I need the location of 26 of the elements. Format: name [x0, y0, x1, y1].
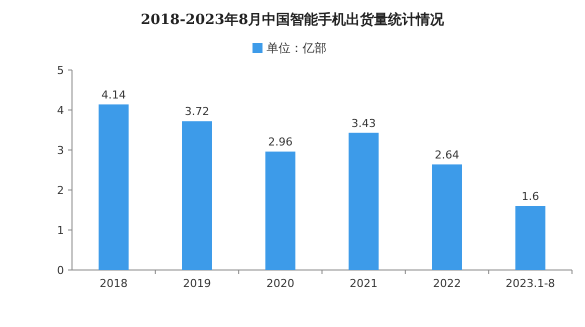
data-label: 2.64	[434, 148, 460, 162]
bar	[98, 104, 129, 270]
chart-title: 2018-2023年8月中国智能手机出货量统计情况	[140, 11, 446, 28]
y-tick-label: 4	[57, 104, 64, 117]
y-tick-label: 2	[57, 184, 64, 197]
x-tick-label: 2022	[433, 277, 461, 290]
data-label: 1.6	[522, 190, 540, 203]
data-label: 2.96	[268, 136, 293, 149]
y-tick-label: 3	[57, 144, 64, 157]
x-tick-label: 2020	[266, 277, 294, 290]
y-tick-label: 1	[57, 224, 64, 237]
data-label: 4.14	[101, 88, 126, 102]
bar	[182, 121, 212, 270]
data-label: 3.72	[184, 105, 210, 118]
y-tick-label: 5	[57, 64, 64, 77]
bar	[515, 206, 546, 270]
legend-label: 单位：亿部	[266, 41, 326, 55]
x-tick-label: 2023.1-8	[506, 277, 556, 290]
bar	[348, 132, 379, 270]
y-tick-label: 0	[57, 264, 64, 277]
bar	[265, 152, 296, 270]
bar	[432, 164, 462, 270]
data-label: 3.43	[351, 116, 376, 130]
x-tick-label: 2018	[100, 277, 128, 290]
x-tick-label: 2021	[350, 277, 378, 290]
x-tick-label: 2019	[183, 277, 211, 290]
